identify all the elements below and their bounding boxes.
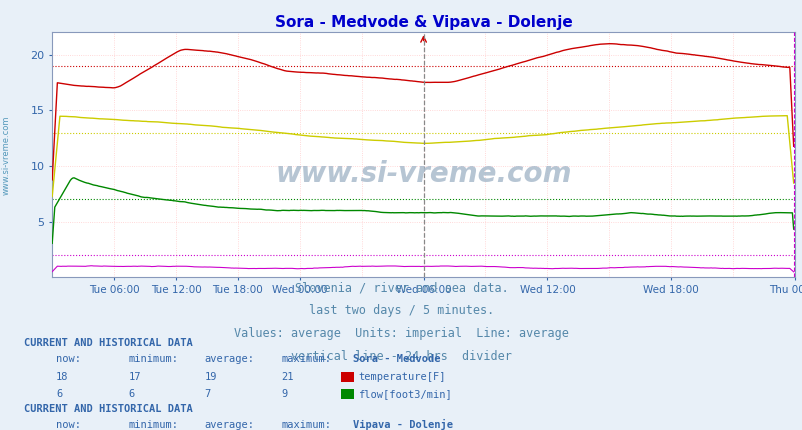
Text: CURRENT AND HISTORICAL DATA: CURRENT AND HISTORICAL DATA: [24, 338, 192, 348]
Text: 19: 19: [205, 372, 217, 382]
Text: last two days / 5 minutes.: last two days / 5 minutes.: [309, 304, 493, 317]
Text: www.si-vreme.com: www.si-vreme.com: [275, 160, 571, 188]
Text: minimum:: minimum:: [128, 354, 178, 365]
Text: minimum:: minimum:: [128, 420, 178, 430]
Text: Sora - Medvode: Sora - Medvode: [353, 354, 440, 365]
Text: 7: 7: [205, 389, 211, 399]
Text: now:: now:: [56, 354, 81, 365]
Text: 6: 6: [128, 389, 135, 399]
Text: average:: average:: [205, 354, 254, 365]
Title: Sora - Medvode & Vipava - Dolenje: Sora - Medvode & Vipava - Dolenje: [274, 15, 572, 30]
Text: vertical line - 24 hrs  divider: vertical line - 24 hrs divider: [290, 350, 512, 363]
Text: temperature[F]: temperature[F]: [358, 372, 445, 382]
Text: maximum:: maximum:: [281, 420, 330, 430]
Text: 21: 21: [281, 372, 294, 382]
Text: average:: average:: [205, 420, 254, 430]
Text: Vipava - Dolenje: Vipava - Dolenje: [353, 419, 453, 430]
Text: flow[foot3/min]: flow[foot3/min]: [358, 389, 452, 399]
Text: Values: average  Units: imperial  Line: average: Values: average Units: imperial Line: av…: [233, 327, 569, 340]
Text: 6: 6: [56, 389, 63, 399]
Text: 17: 17: [128, 372, 141, 382]
Text: 9: 9: [281, 389, 287, 399]
Text: 18: 18: [56, 372, 69, 382]
Text: www.si-vreme.com: www.si-vreme.com: [2, 115, 11, 194]
Text: CURRENT AND HISTORICAL DATA: CURRENT AND HISTORICAL DATA: [24, 404, 192, 414]
Text: Slovenia / river and sea data.: Slovenia / river and sea data.: [294, 282, 508, 295]
Text: now:: now:: [56, 420, 81, 430]
Text: maximum:: maximum:: [281, 354, 330, 365]
